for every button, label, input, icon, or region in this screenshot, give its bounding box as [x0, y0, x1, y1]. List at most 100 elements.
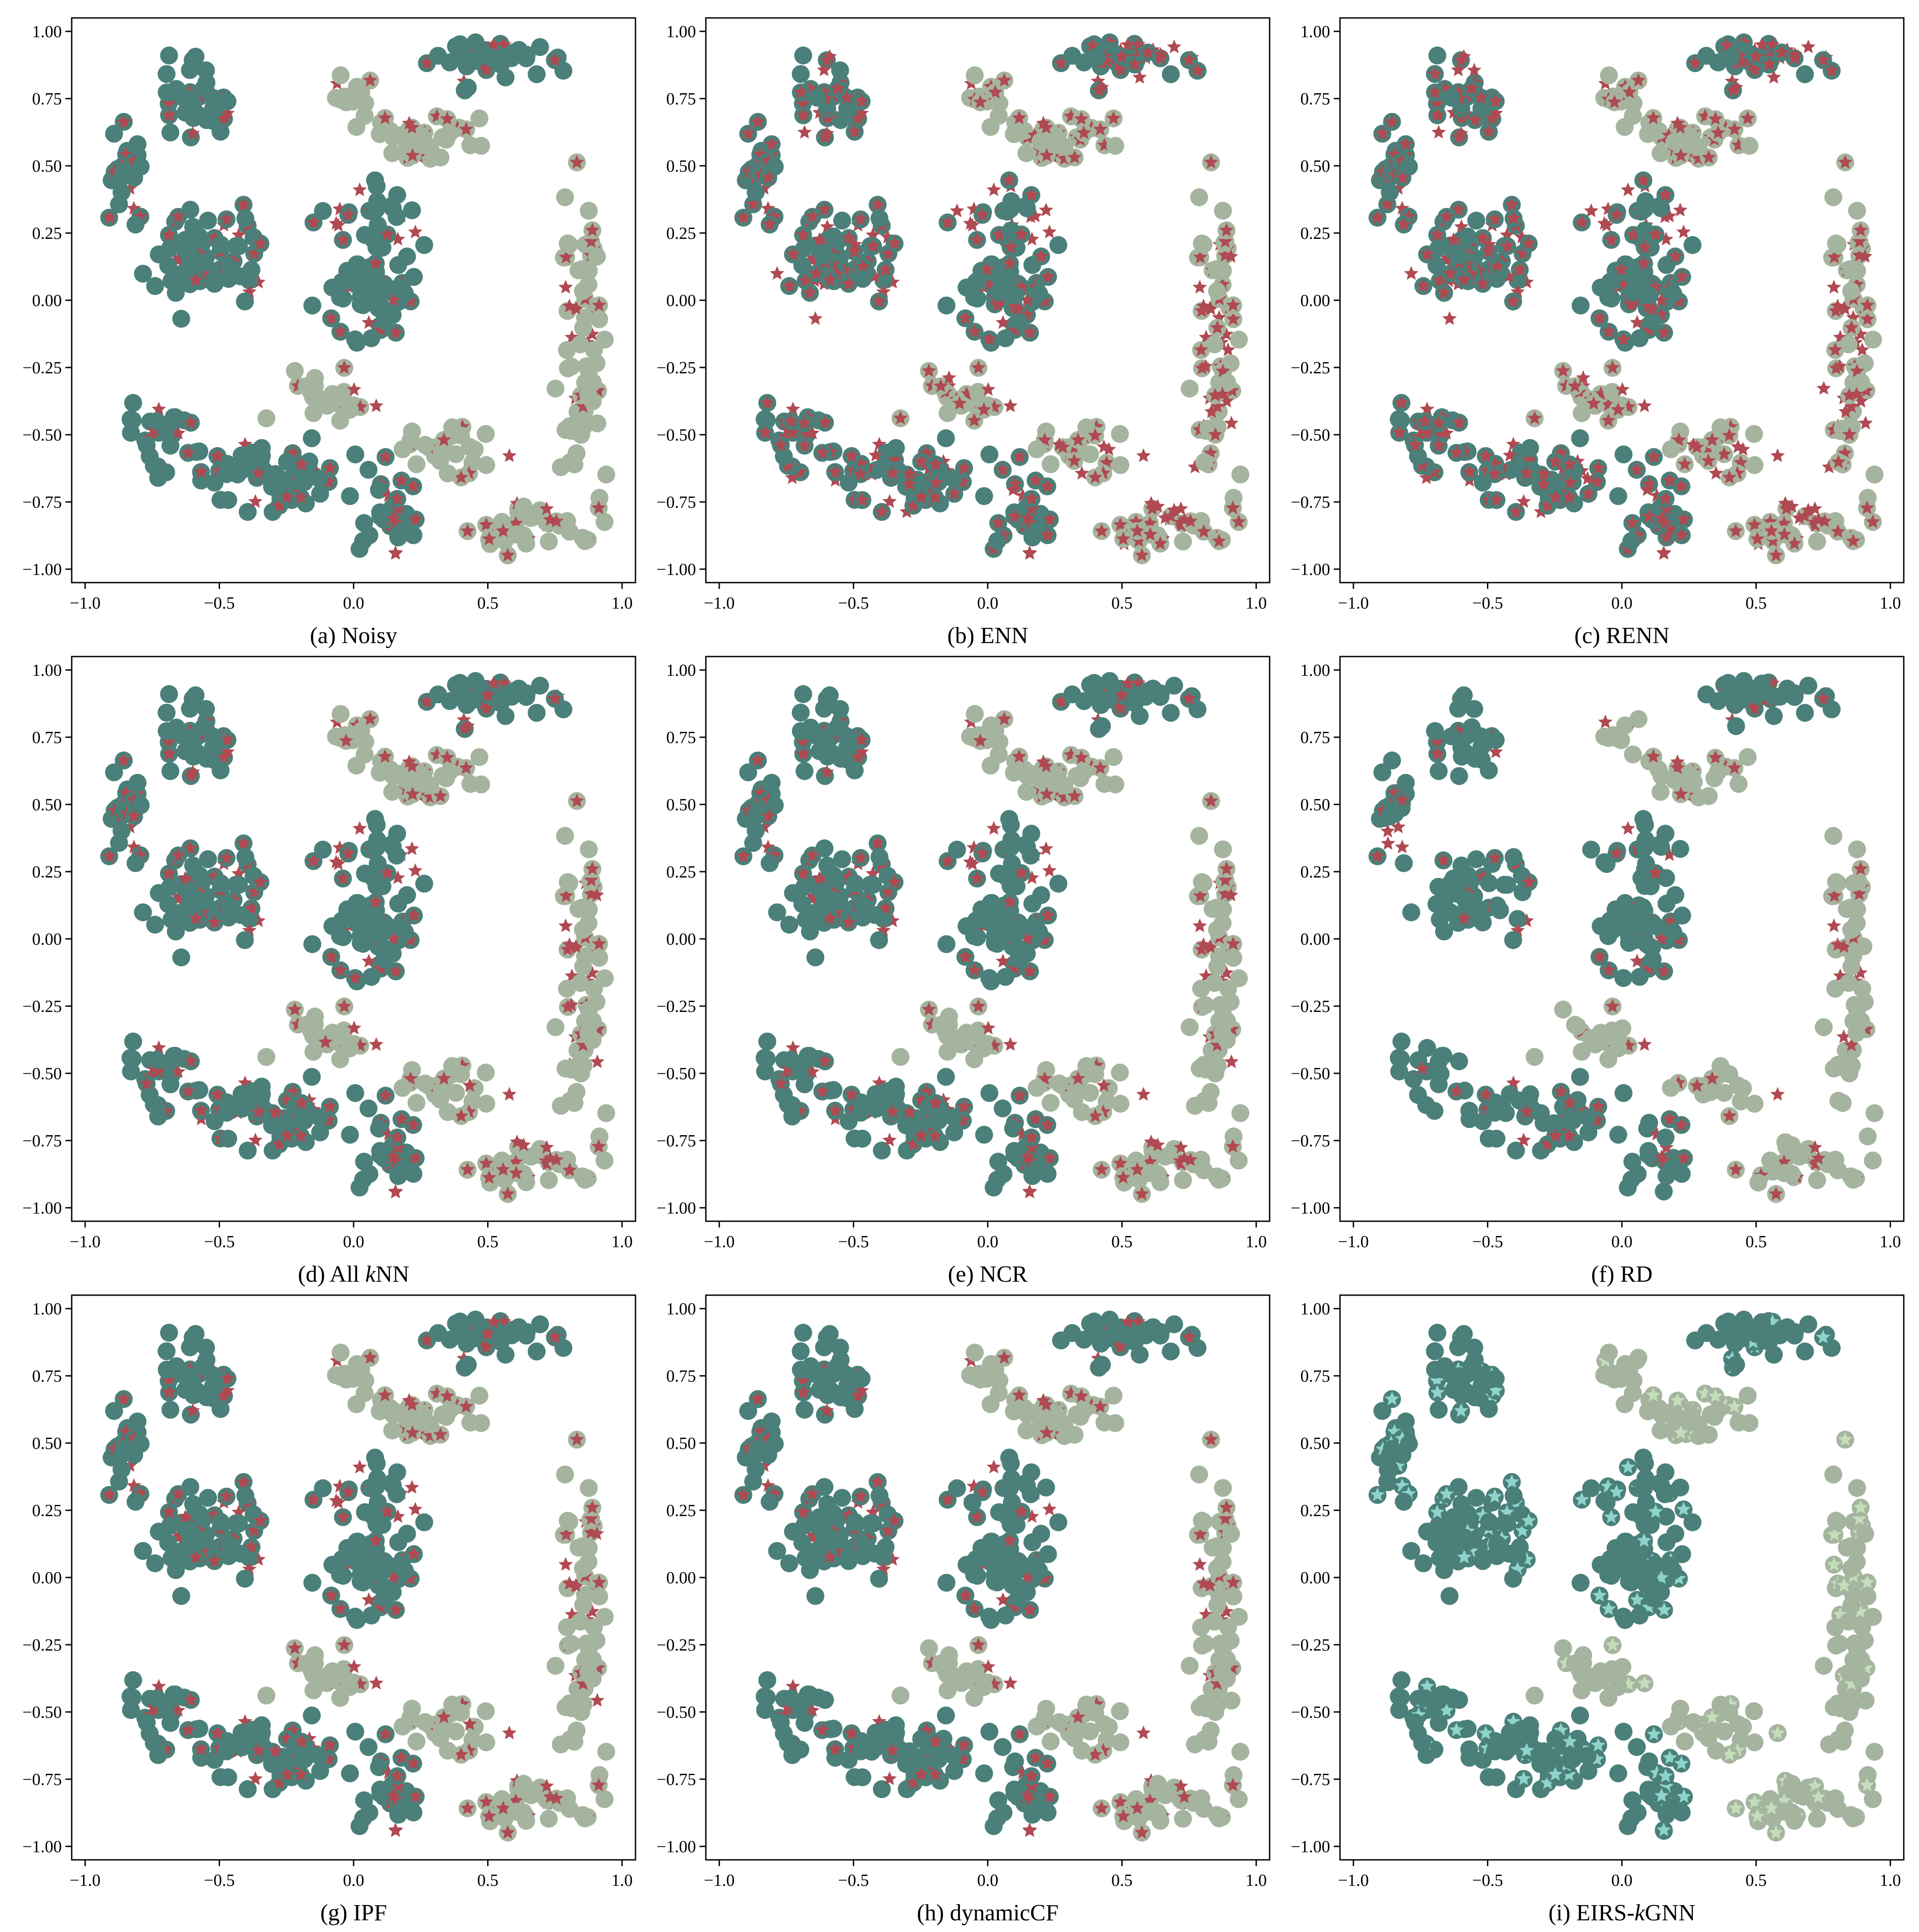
- noise-point-star: [1677, 456, 1692, 471]
- noise-point-star: [1768, 548, 1784, 562]
- point-class-a: [980, 969, 998, 987]
- point-class-a: [927, 1112, 946, 1131]
- noise-point-star: [958, 311, 973, 324]
- noise-point-star: [220, 106, 235, 120]
- noise-point-star: [1853, 223, 1868, 237]
- point-class-a: [190, 1504, 208, 1523]
- noise-point-star: [1859, 383, 1874, 397]
- point-class-a: [1622, 532, 1641, 550]
- noise-point-star: [1012, 449, 1027, 463]
- point-class-a: [996, 968, 1015, 986]
- y-tick-label: 0.25: [32, 863, 62, 882]
- noise-point-star: [893, 411, 908, 425]
- noise-point-star: [854, 94, 869, 108]
- noise-point-star: [1591, 460, 1606, 475]
- noise-point-star: [1003, 255, 1017, 270]
- noise-point-star: [1088, 470, 1102, 484]
- point-class-a: [311, 1123, 329, 1141]
- noise-point-star: [764, 136, 779, 151]
- point-class-a: [1430, 762, 1448, 780]
- noise-point-star: [547, 691, 562, 705]
- noise-point-star: [336, 871, 350, 885]
- noise-point-star: [1219, 393, 1234, 408]
- noise-point-star: [847, 124, 862, 138]
- noise-point-star: [1467, 63, 1482, 77]
- point-class-b: [341, 401, 359, 419]
- noise-point-star: [408, 1150, 423, 1164]
- noise-point-star: [1852, 234, 1867, 248]
- point-class-b: [383, 782, 402, 801]
- noise-point-star: [183, 841, 198, 855]
- noise-point-star: [1475, 276, 1490, 290]
- point-class-a: [824, 227, 843, 246]
- point-class-a: [967, 272, 985, 291]
- point-class-a: [405, 268, 423, 286]
- noise-point-star: [568, 300, 583, 315]
- point-class-a: [146, 916, 164, 934]
- point-class-a: [161, 762, 180, 780]
- noise-point-star: [333, 324, 348, 338]
- noise-point-star: [1659, 501, 1674, 515]
- noise-point-star: [1838, 155, 1853, 169]
- noise-point-star: [971, 360, 986, 374]
- noise-point-star: [1370, 210, 1385, 224]
- noise-point-star: [369, 398, 384, 412]
- point-class-a: [1030, 923, 1048, 941]
- point-class-a: [1488, 270, 1506, 288]
- point-class-a: [190, 227, 208, 246]
- noise-point-star: [1822, 459, 1837, 474]
- noise-point-star: [1624, 298, 1639, 311]
- noise-point-star: [854, 106, 869, 120]
- noise-point-star: [1037, 294, 1052, 308]
- point-class-b: [407, 455, 426, 473]
- noise-point-star: [1792, 510, 1807, 524]
- point-class-b: [546, 380, 565, 398]
- point-class-b: [1194, 874, 1213, 892]
- noise-point-star: [1629, 462, 1644, 476]
- y-tick-label: −0.75: [22, 493, 62, 512]
- noise-point-star: [1039, 203, 1054, 216]
- noise-point-star: [783, 413, 798, 428]
- point-class-b: [560, 874, 579, 892]
- point-class-b: [1017, 144, 1036, 162]
- noise-point-star: [1764, 523, 1779, 537]
- point-class-a: [354, 296, 372, 314]
- noise-point-star: [1020, 293, 1035, 307]
- noise-point-star: [479, 517, 494, 531]
- point-class-a: [161, 1053, 179, 1071]
- x-tick-label: 1.0: [1245, 594, 1267, 613]
- point-class-a: [429, 47, 447, 65]
- y-tick-label: 0.75: [32, 90, 62, 108]
- point-class-a: [230, 237, 248, 255]
- noise-point-star: [1196, 524, 1211, 538]
- noise-point-star: [1226, 298, 1240, 311]
- noise-point-star: [1626, 227, 1641, 241]
- point-class-a: [1392, 1033, 1411, 1050]
- noise-point-star: [558, 280, 573, 294]
- noise-point-star: [1842, 427, 1857, 441]
- noise-point-star: [1770, 448, 1785, 462]
- point-class-a: [531, 38, 549, 56]
- noise-point-star: [247, 884, 262, 899]
- noise-point-star: [1395, 170, 1410, 184]
- scatter-points: [1368, 672, 1884, 1203]
- point-class-b: [1808, 532, 1826, 551]
- point-class-b: [597, 465, 615, 484]
- noise-point-star: [1832, 359, 1847, 373]
- point-class-a: [1504, 931, 1522, 949]
- point-class-b: [1214, 202, 1232, 220]
- point-class-b: [1662, 1079, 1680, 1097]
- noise-point-star: [539, 501, 554, 515]
- point-class-a: [527, 704, 546, 722]
- point-class-a: [808, 89, 826, 107]
- point-class-b: [975, 1039, 993, 1058]
- noise-point-star: [162, 746, 177, 761]
- noise-point-star: [1102, 442, 1116, 456]
- noise-point-star: [1831, 454, 1846, 468]
- noise-point-star: [1007, 509, 1022, 523]
- noise-point-star: [1849, 386, 1864, 401]
- point-class-a: [504, 682, 523, 700]
- noise-point-star: [1404, 266, 1419, 280]
- noise-point-star: [736, 210, 751, 224]
- noise-point-star: [406, 479, 420, 493]
